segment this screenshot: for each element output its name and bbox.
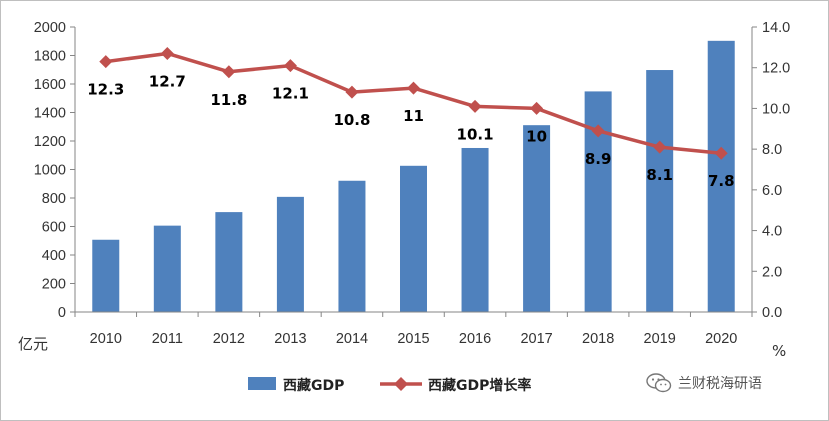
bar-2012 [215,212,243,312]
left-axis-unit: 亿元 [18,335,48,353]
growth-label-2013: 12.1 [272,85,309,103]
left-tick-label: 1400 [34,106,66,122]
left-tick-label: 2000 [34,20,66,36]
left-tick-label: 1600 [34,77,66,93]
bar-2013 [276,196,304,312]
right-tick-label: 4.0 [762,224,782,240]
left-tick-label: 400 [42,248,66,264]
x-tick-label-2012: 2012 [213,331,245,347]
growth-rate-line [105,51,722,155]
left-tick-label: 800 [42,191,66,207]
x-tick-label-2015: 2015 [397,331,429,347]
growth-label-2017: 10 [526,127,547,145]
right-tick-label: 12.0 [762,61,790,77]
growth-marker-2012 [222,65,236,79]
growth-marker-2017 [530,101,544,115]
right-tick-label: 6.0 [762,183,782,199]
x-tick-label-2014: 2014 [336,331,368,347]
growth-marker-2020 [714,146,728,160]
right-tick-label: 10.0 [762,101,790,117]
growth-label-2018: 8.9 [585,150,612,168]
growth-marker-2016 [468,99,482,113]
right-axis-unit: % [772,342,786,360]
growth-label-2011: 12.7 [149,72,186,90]
right-tick-label: 14.0 [762,20,790,36]
right-tick-label: 2.0 [762,264,782,280]
bar-2019 [646,70,674,312]
legend-bar-swatch [248,377,276,390]
growth-marker-2015 [407,81,420,95]
bar-2014 [338,180,366,312]
x-tick-label-2010: 2010 [90,331,122,347]
growth-label-2020: 7.8 [708,172,735,190]
legend-line-marker [394,377,408,391]
bar-2011 [153,225,181,312]
x-tick-label-2016: 2016 [459,331,491,347]
growth-marker-2010 [99,55,113,69]
right-tick-label: 0.0 [762,305,782,321]
growth-marker-2011 [160,46,174,60]
right-tick-label: 8.0 [762,142,782,158]
left-tick-label: 200 [42,277,66,293]
bar-2017 [523,125,551,313]
bar-2016 [461,147,489,312]
left-tick-label: 1000 [34,163,66,179]
watermark: 兰财税海研语 [646,373,762,393]
left-tick-label: 0 [58,305,66,321]
bar-2015 [400,165,427,312]
growth-label-2019: 8.1 [646,166,673,184]
left-tick-label: 1800 [34,49,66,65]
legend-bar-label: 西藏GDP [283,377,344,394]
wechat-icon [646,373,672,393]
growth-label-2010: 12.3 [87,81,124,99]
growth-label-2016: 10.1 [457,125,494,143]
bar-2010 [92,239,120,312]
growth-marker-2013 [283,59,297,73]
watermark-text: 兰财税海研语 [678,376,762,392]
growth-label-2012: 11.8 [210,91,247,109]
x-tick-label-2011: 2011 [152,331,183,347]
x-tick-label-2019: 2019 [644,331,676,347]
legend-line-label: 西藏GDP增长率 [428,377,531,394]
growth-marker-2019 [653,140,667,154]
growth-label-2015: 11 [403,107,424,125]
growth-marker-2014 [345,85,359,99]
growth-marker-2018 [591,124,605,138]
left-tick-label: 600 [42,220,66,236]
x-tick-label-2013: 2013 [274,331,306,347]
bar-2020 [707,40,735,312]
growth-label-2014: 10.8 [333,111,370,129]
x-tick-label-2017: 2017 [520,331,552,347]
left-tick-label: 1200 [34,134,66,150]
x-tick-label-2018: 2018 [582,331,614,347]
x-tick-label-2020: 2020 [705,331,737,347]
